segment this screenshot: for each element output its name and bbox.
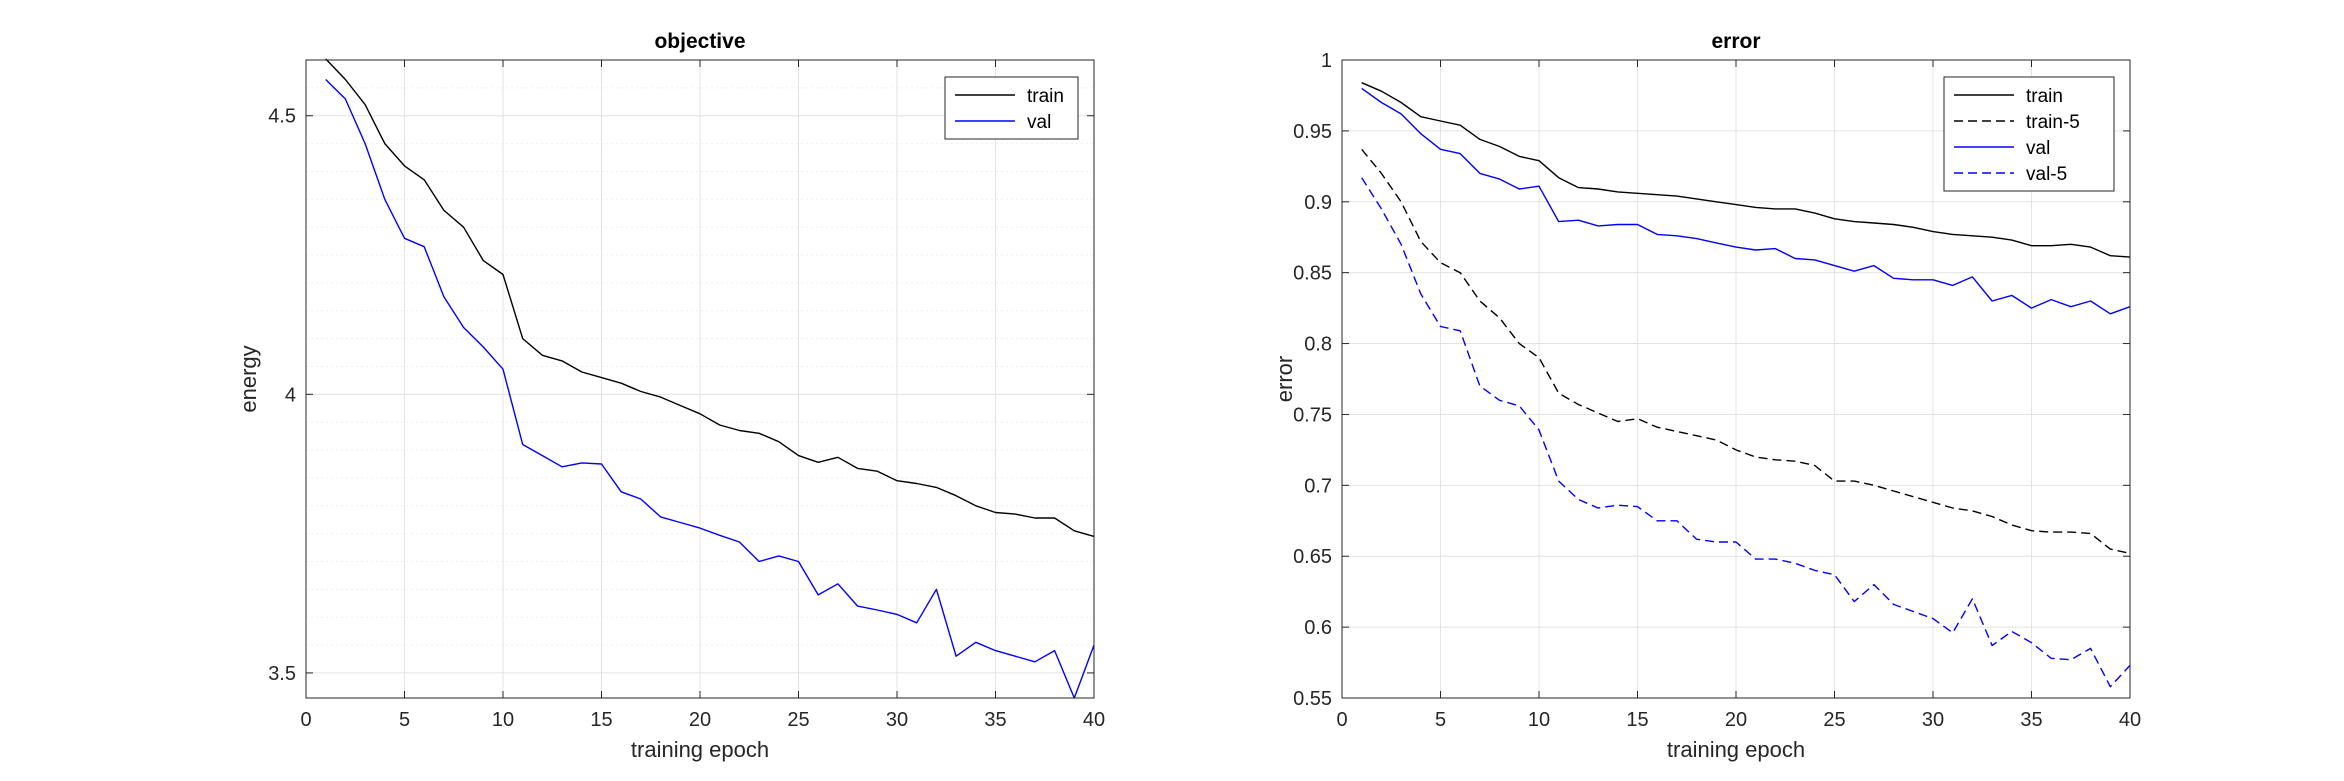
y-tick-label: 0.95 [1293, 121, 1332, 143]
x-tick-label: 20 [689, 709, 711, 731]
series-line-val [325, 79, 1095, 699]
x-axis-label: training epoch [631, 737, 769, 762]
series-line-val-5 [1361, 177, 2131, 688]
legend-box [1943, 76, 2115, 192]
y-tick-label: 0.9 [1304, 192, 1332, 214]
y-tick-label: 1 [1321, 50, 1332, 72]
x-tick-label: 15 [590, 709, 612, 731]
legend-label-train: train [1027, 86, 1064, 107]
x-tick-label: 0 [300, 709, 311, 731]
y-tick-label: 0.55 [1293, 688, 1332, 710]
legend-box [944, 76, 1079, 140]
legend-label-train-5: train-5 [2026, 112, 2080, 133]
y-tick-label: 0.7 [1304, 475, 1332, 497]
x-tick-label: 20 [1725, 709, 1747, 731]
legend-label-val: val [1027, 112, 1051, 133]
legend-label-val: val [2026, 138, 2050, 159]
x-tick-label: 25 [787, 709, 809, 731]
y-tick-label: 4 [285, 384, 296, 406]
y-tick-label: 0.8 [1304, 334, 1332, 356]
x-tick-label: 35 [2020, 709, 2042, 731]
y-tick-label: 4.5 [268, 106, 296, 128]
x-tick-label: 25 [1823, 709, 1845, 731]
chart-title: objective [654, 30, 745, 53]
x-tick-label: 30 [886, 709, 908, 731]
y-tick-label: 0.85 [1293, 263, 1332, 285]
x-tick-label: 30 [1922, 709, 1944, 731]
series-line-train-5 [1361, 148, 2131, 555]
x-tick-label: 5 [1435, 709, 1446, 731]
y-tick-label: 3.5 [268, 663, 296, 685]
legend-label-val-5: val-5 [2026, 164, 2067, 185]
y-tick-label: 0.75 [1293, 404, 1332, 426]
x-axis-label: training epoch [1667, 737, 1805, 762]
y-axis-label: error [1272, 356, 1297, 402]
legend: train train-5 val val-5 [1943, 76, 2115, 192]
series-line-val [1361, 87, 2131, 315]
x-tick-label: 35 [984, 709, 1006, 731]
y-tick-label: 0.65 [1293, 546, 1332, 568]
legend-label-train: train [2026, 86, 2063, 107]
x-tick-label: 0 [1336, 709, 1347, 731]
x-tick-label: 15 [1626, 709, 1648, 731]
y-tick-label: 0.6 [1304, 617, 1332, 639]
legend: train val [944, 76, 1079, 140]
series-line-train [1361, 82, 2131, 258]
minor-grid [306, 59, 1094, 646]
error-chart-panel: 0 5 10 15 20 25 30 35 40 0.55 0.6 0.65 0.7 0.75 0.8 0.8… [1272, 30, 2141, 762]
series-line-train [325, 58, 1095, 538]
y-axis-label: energy [236, 345, 261, 412]
x-tick-label: 10 [1528, 709, 1550, 731]
x-tick-label: 10 [492, 709, 514, 731]
objective-chart-panel: 0 5 10 15 20 25 30 35 40 3.5 4 4.5 objective training… [236, 30, 1105, 762]
x-tick-label: 40 [1083, 709, 1105, 731]
x-tick-label: 40 [2119, 709, 2141, 731]
x-tick-label: 5 [399, 709, 410, 731]
chart-title: error [1711, 30, 1760, 53]
